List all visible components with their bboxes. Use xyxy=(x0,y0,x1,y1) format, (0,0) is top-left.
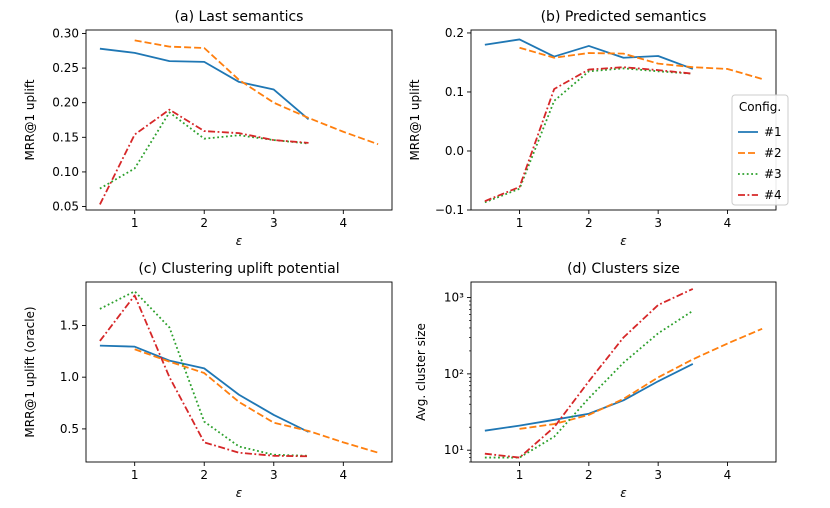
legend-label-2: #2 xyxy=(764,146,782,160)
series-line-1 xyxy=(484,38,694,70)
y-tick-label: 0.5 xyxy=(60,422,79,436)
series-line-2 xyxy=(519,327,763,430)
y-tick-label: 0.05 xyxy=(52,200,79,214)
x-tick-label: 4 xyxy=(724,468,732,482)
series-line-1 xyxy=(484,363,694,432)
y-tick-label: 10² xyxy=(444,367,464,381)
x-tick-label: 4 xyxy=(724,216,732,230)
x-tick-label: 3 xyxy=(654,468,662,482)
y-tick-label: 0.2 xyxy=(445,26,464,40)
series-line-3 xyxy=(99,111,309,190)
series-line-3 xyxy=(484,67,693,204)
series-line-2 xyxy=(134,348,379,454)
legend-label-3: #3 xyxy=(764,167,782,181)
series-line-3 xyxy=(484,310,694,459)
x-axis-label: ε xyxy=(236,486,243,500)
legend-title: Config. xyxy=(739,100,781,114)
x-tick-label: 2 xyxy=(200,216,208,230)
y-tick-label: 0.25 xyxy=(52,61,79,75)
chart-title: (a) Last semantics xyxy=(175,9,304,25)
legend-box xyxy=(731,94,789,206)
x-tick-label: 1 xyxy=(516,468,524,482)
x-tick-label: 2 xyxy=(585,216,593,230)
y-tick-label: 1.0 xyxy=(60,370,79,384)
chart-panel-3: (c) Clustering uplift potential 1 2 3 4 0.5 1.… xyxy=(23,261,393,500)
axes-frame xyxy=(85,29,393,211)
y-tick-label: 10³ xyxy=(444,291,464,305)
series-line-1 xyxy=(99,344,309,433)
x-tick-label: 4 xyxy=(339,468,347,482)
legend-label-1: #1 xyxy=(764,125,782,139)
series-line-3 xyxy=(99,290,309,457)
y-tick-label: 0.10 xyxy=(52,165,79,179)
chart-panel-2: (b) Predicted semantics 1 2 3 4 −0.1 0.0 0.1 0.2… xyxy=(408,9,789,248)
x-tick-label: 1 xyxy=(516,216,524,230)
x-tick-label: 2 xyxy=(585,468,593,482)
y-tick-label: 0.0 xyxy=(445,144,464,158)
y-axis-label: MRR@1 uplift xyxy=(23,79,37,160)
chart-panel-1: (a) Last semantics 1 2 3 4 0.05 0.10 0.15 0.20 0.… xyxy=(23,9,393,248)
y-tick-label: −0.1 xyxy=(435,203,464,217)
series-line-4 xyxy=(484,66,693,202)
series-group xyxy=(484,38,763,204)
chart-title: (d) Clusters size xyxy=(567,261,680,277)
y-tick-label: 0.30 xyxy=(52,26,79,40)
series-line-1 xyxy=(99,47,310,120)
series-group xyxy=(484,288,763,459)
x-tick-label: 4 xyxy=(339,216,347,230)
x-tick-label: 3 xyxy=(270,468,278,482)
y-axis-label: MRR@1 uplift (oracle) xyxy=(23,306,37,437)
y-tick-label: 0.20 xyxy=(52,96,79,110)
series-line-2 xyxy=(519,46,763,80)
y-tick-label: 0.15 xyxy=(52,130,79,144)
legend: Config. #1 #2 #3 #4 xyxy=(731,94,789,206)
x-axis-label: ε xyxy=(620,234,627,248)
series-line-4 xyxy=(99,294,309,458)
legend-label-4: #4 xyxy=(764,188,782,202)
x-tick-label: 1 xyxy=(131,468,139,482)
series-line-2 xyxy=(134,39,379,146)
y-axis-label: MRR@1 uplift xyxy=(408,79,422,160)
y-axis-label: Avg. cluster size xyxy=(414,323,428,421)
x-tick-label: 3 xyxy=(270,216,278,230)
x-axis-label: ε xyxy=(236,234,243,248)
series-group xyxy=(99,290,379,458)
x-tick-label: 3 xyxy=(654,216,662,230)
series-line-4 xyxy=(99,108,309,205)
y-tick-label: 10¹ xyxy=(444,443,464,457)
y-tick-label: 1.5 xyxy=(60,318,79,332)
axes-frame xyxy=(85,281,393,463)
x-tick-label: 2 xyxy=(200,468,208,482)
x-axis-label: ε xyxy=(620,486,627,500)
chart-title: (c) Clustering uplift potential xyxy=(138,261,339,277)
chart-panel-4: (d) Clusters size 1 2 3 4 10¹ 10² 10³ ε Avg. clus… xyxy=(414,261,777,500)
x-tick-label: 1 xyxy=(131,216,139,230)
chart-title: (b) Predicted semantics xyxy=(541,9,707,25)
series-line-4 xyxy=(484,288,694,459)
axes-frame xyxy=(470,281,777,463)
y-tick-label: 0.1 xyxy=(445,85,464,99)
series-group xyxy=(99,39,379,205)
